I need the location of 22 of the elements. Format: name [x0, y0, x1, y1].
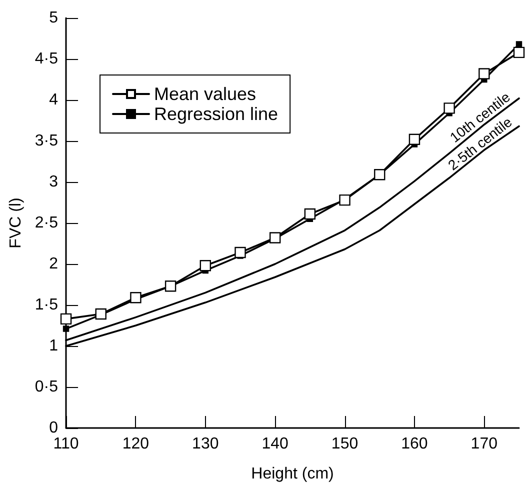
- legend-label: Regression line: [154, 104, 278, 124]
- y-tick-label: 0·5: [34, 378, 58, 396]
- x-tick-label: 150: [331, 436, 358, 452]
- y-tick-label: 1·5: [34, 296, 58, 314]
- y-tick-label: 2: [49, 256, 58, 272]
- y-tick-label: 4·5: [34, 50, 58, 68]
- x-tick-label: 170: [470, 436, 498, 452]
- y-tick-label: 4: [49, 92, 58, 108]
- x-tick-label: 140: [262, 436, 289, 452]
- x-tick-label: 110: [53, 436, 79, 452]
- y-tick-label: 3·5: [34, 132, 58, 150]
- x-axis-title: Height (cm): [251, 466, 334, 482]
- y-tick-label: 5: [49, 10, 58, 26]
- y-tick-label: 0: [49, 420, 58, 436]
- x-tick-label: 160: [401, 436, 428, 452]
- legend-label: Mean values: [154, 84, 256, 104]
- y-axis-title: FVC (l): [8, 198, 24, 248]
- y-tick-label: 2·5: [34, 214, 58, 232]
- y-tick-label: 3: [49, 174, 58, 190]
- y-tick-label: 1: [49, 338, 58, 354]
- x-tick-label: 130: [192, 436, 219, 452]
- x-tick-label: 120: [122, 436, 150, 452]
